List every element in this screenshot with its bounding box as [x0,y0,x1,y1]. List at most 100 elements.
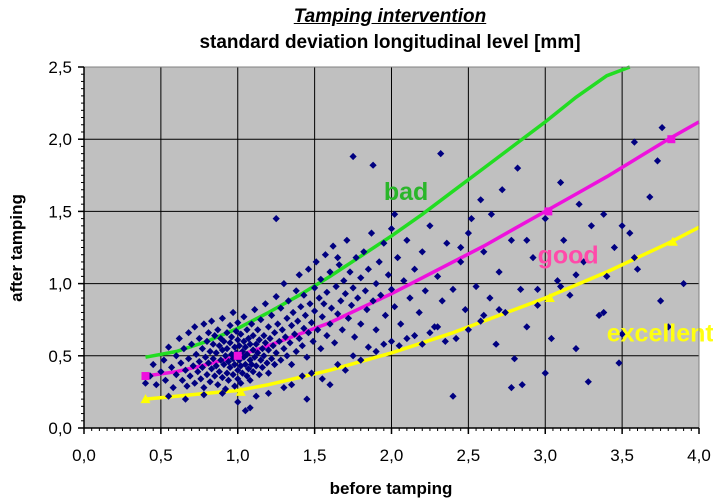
data-point [214,326,222,334]
data-point [249,368,257,376]
curve-marker-good [233,351,242,360]
data-point [177,359,185,367]
data-point [271,360,279,369]
data-point [252,340,260,348]
data-point [315,294,323,302]
data-point [246,340,254,348]
data-point [246,376,254,384]
data-point [195,358,203,366]
data-point [175,334,183,343]
y-tick-label: 0,0 [48,419,72,438]
data-point [352,254,360,262]
data-point [292,287,300,295]
data-point [289,308,297,317]
data-point [208,365,216,373]
data-point [610,243,618,252]
data-point [441,337,449,345]
data-point [252,362,260,370]
data-point [311,284,319,292]
data-point [246,356,254,364]
data-point [349,284,357,292]
x-tick-label: 1,0 [226,446,250,465]
data-point [229,308,237,317]
region-label-good: good [538,241,599,269]
data-point [300,291,308,299]
y-tick-label: 0,5 [48,347,72,366]
data-point [557,178,565,187]
data-point [343,236,351,244]
data-point [197,375,205,383]
data-point [226,363,234,371]
data-point [449,392,457,400]
data-point [218,314,226,322]
data-point [292,347,300,356]
data-point [304,329,313,337]
data-point [266,334,274,343]
y-axis-label: after tamping [7,194,26,302]
data-point [480,248,488,256]
data-point [587,222,595,230]
data-point [204,329,213,337]
data-point [326,381,334,389]
data-point [507,236,515,244]
data-point [258,363,266,371]
data-point [380,340,388,348]
data-point [168,363,176,371]
data-point [349,152,357,161]
data-point [249,332,257,340]
curve-marker-excellent [235,386,246,396]
data-point [357,356,365,364]
data-point [603,272,611,280]
data-point [234,336,242,344]
data-point [201,353,210,361]
data-point [234,319,242,327]
data-point [391,210,399,218]
data-point [240,313,248,321]
data-point [169,384,177,392]
data-point [340,277,348,285]
data-point [241,407,249,415]
data-point [361,287,369,295]
data-point [301,311,309,319]
data-point [529,254,537,262]
data-point [191,323,199,331]
data-point [357,274,365,282]
data-point [329,242,337,250]
data-point [354,294,362,302]
data-point [237,362,245,370]
data-point [327,304,336,312]
data-point [406,294,414,302]
data-point [326,268,334,276]
data-point [271,329,279,337]
data-point [152,381,160,389]
data-point [387,285,396,293]
data-point [311,307,319,315]
data-point [317,275,325,283]
data-point [181,366,190,374]
data-point [298,342,306,350]
data-point [437,150,445,158]
data-point [206,347,214,356]
x-tick-label: 2,0 [380,446,404,465]
data-point [223,329,231,337]
data-point [518,381,526,389]
data-point [157,368,165,376]
data-point [214,381,222,389]
data-point [560,236,568,244]
data-point [523,323,531,331]
data-point [452,334,460,343]
data-point [180,345,188,353]
data-point [541,215,549,223]
data-point [347,301,356,309]
data-point [243,372,251,380]
x-tick-label: 3,0 [533,446,557,465]
data-point [364,265,372,273]
data-point [280,384,288,392]
data-point [375,258,383,266]
data-point [218,373,226,382]
data-point [185,355,193,363]
data-point [320,300,328,308]
data-point [403,236,411,244]
data-point [307,369,316,377]
data-point [434,323,442,331]
